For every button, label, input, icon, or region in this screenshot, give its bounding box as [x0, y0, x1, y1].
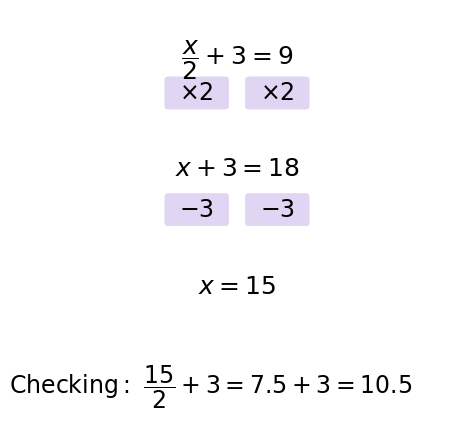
Text: $-3$: $-3$ [179, 198, 214, 222]
Text: $-3$: $-3$ [260, 198, 295, 222]
Text: $\mathrm{Checking:}\ \dfrac{15}{2} + 3 = 7.5 + 3 = 10.5$: $\mathrm{Checking:}\ \dfrac{15}{2} + 3 =… [9, 364, 413, 411]
Text: $\dfrac{x}{2} + 3 = 9$: $\dfrac{x}{2} + 3 = 9$ [181, 38, 293, 81]
Text: $\times 2$: $\times 2$ [180, 81, 214, 105]
Text: $x = 15$: $x = 15$ [198, 275, 276, 299]
FancyBboxPatch shape [245, 193, 310, 226]
FancyBboxPatch shape [164, 77, 229, 109]
Text: $x + 3 = 18$: $x + 3 = 18$ [174, 157, 300, 181]
FancyBboxPatch shape [245, 77, 310, 109]
Text: $\times 2$: $\times 2$ [260, 81, 294, 105]
FancyBboxPatch shape [164, 193, 229, 226]
